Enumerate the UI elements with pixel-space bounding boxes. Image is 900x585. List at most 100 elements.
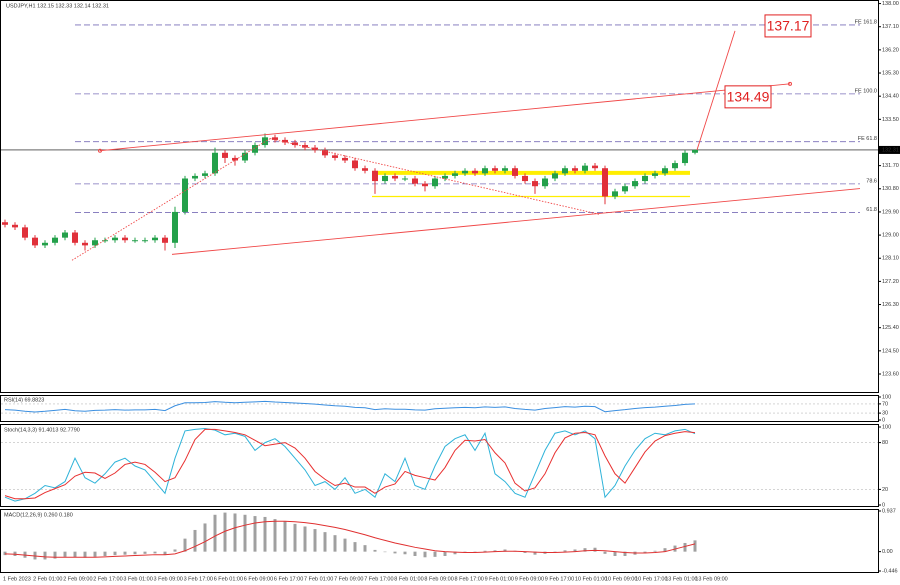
macd-bar (593, 547, 597, 552)
candle-body (172, 211, 178, 243)
macd-bar (143, 551, 147, 554)
candle-body (452, 173, 458, 176)
trendline (269, 138, 601, 215)
macd-bar (173, 549, 177, 552)
y-tick-label: 135.30 (882, 70, 899, 76)
stoch-main-line (4, 428, 696, 502)
candle-body (12, 224, 18, 228)
macd-bar (293, 523, 297, 552)
macd-bar (153, 551, 157, 554)
stoch-label: Stoch(14,3,3) 91.4013 92.7790 (4, 427, 80, 433)
macd-label: MACD(12,26,9) 0.260 0.180 (4, 512, 73, 518)
candle-body (72, 232, 78, 243)
price-box (764, 14, 812, 38)
level-label: FE 61.8 (858, 136, 877, 142)
macd-bar (253, 516, 257, 552)
macd-bar (393, 551, 397, 554)
candle-body (122, 237, 128, 241)
x-tick-label: 2 Feb 01:00 (33, 576, 62, 582)
candle-body (572, 168, 578, 171)
candle-body (212, 152, 218, 174)
x-tick-label: 13 Feb 01:00 (665, 576, 697, 582)
candle-body (692, 149, 698, 153)
candle-body (92, 240, 98, 246)
candle-body (332, 155, 338, 158)
y-tick-label: 0.937 (882, 508, 896, 514)
level-label: FE 161.8 (855, 19, 877, 25)
macd-bar (683, 542, 687, 552)
candle-body (52, 237, 58, 243)
macd-bar (443, 551, 447, 556)
candle-body (422, 183, 428, 187)
candle-body (362, 168, 368, 171)
x-tick-label: 9 Feb 09:00 (515, 576, 544, 582)
candle-body (222, 152, 228, 158)
macd-bar (123, 551, 127, 555)
macd-bar (553, 551, 557, 553)
candle-body (202, 173, 208, 176)
candle-body (252, 145, 258, 153)
macd-bar (623, 551, 627, 556)
candle-body (622, 186, 628, 192)
macd-bar (653, 550, 657, 552)
macd-bar (333, 535, 337, 552)
trendline (71, 138, 271, 261)
x-tick-label: 2 Feb 09:00 (63, 576, 92, 582)
trendline-handle (98, 148, 102, 153)
trendline (171, 188, 861, 255)
candle-body (552, 173, 558, 179)
candle-body (402, 178, 408, 180)
macd-bar (93, 551, 97, 557)
macd-bar (213, 514, 217, 552)
rsi-panel (0, 395, 879, 422)
y-tick-label: 100 (882, 394, 891, 400)
x-tick-label: 1 Feb 2023 (3, 576, 31, 582)
candle-body (642, 175, 648, 182)
x-tick-label: 6 Feb 09:00 (244, 576, 273, 582)
candle-body (392, 175, 398, 179)
trendline (99, 83, 791, 152)
x-tick-label: 7 Feb 01:00 (304, 576, 333, 582)
macd-bar (283, 521, 287, 552)
stoch-signal-line (4, 428, 696, 500)
candle-body (82, 242, 88, 246)
candle-body (522, 175, 528, 182)
last-price-box (879, 145, 900, 154)
level-label: FE 100.0 (855, 88, 877, 94)
macd-bar (313, 529, 317, 552)
candle-body (432, 178, 438, 187)
level-label: 61.8 (866, 207, 877, 213)
candle-body (652, 173, 658, 176)
y-tick-label: 0.00 (882, 549, 893, 555)
macd-bar (303, 526, 307, 552)
macd-bar (533, 551, 537, 555)
y-tick-label: 131.70 (882, 163, 899, 169)
macd-bar (63, 551, 67, 557)
macd-bar (643, 551, 647, 553)
candle-body (482, 168, 488, 174)
candle-body (512, 168, 518, 176)
macd-bar (473, 551, 477, 553)
candle-body (42, 242, 48, 246)
y-tick-label: 125.40 (882, 325, 899, 331)
candle-body (472, 170, 478, 174)
y-tick-label: 123.60 (882, 371, 899, 377)
macd-bar (403, 551, 407, 555)
x-tick-label: 8 Feb 01:00 (394, 576, 423, 582)
x-tick-label: 13 Feb 09:00 (695, 576, 727, 582)
candle-body (102, 240, 108, 242)
macd-bar (383, 551, 387, 553)
main-panel (0, 0, 879, 393)
y-tick-label: 133.50 (882, 117, 899, 123)
candle-body (342, 157, 348, 161)
candle-body (112, 237, 118, 241)
candle-body (2, 222, 8, 225)
macd-bar (563, 550, 567, 552)
candle-body (602, 168, 608, 197)
x-tick-label: 9 Feb 17:00 (545, 576, 574, 582)
candle-body (662, 168, 668, 174)
macd-bar (503, 549, 507, 552)
candle-body (62, 232, 68, 238)
chart-title: USDJPY,H1 132.15 132.33 132.14 132.31 (6, 3, 109, 9)
